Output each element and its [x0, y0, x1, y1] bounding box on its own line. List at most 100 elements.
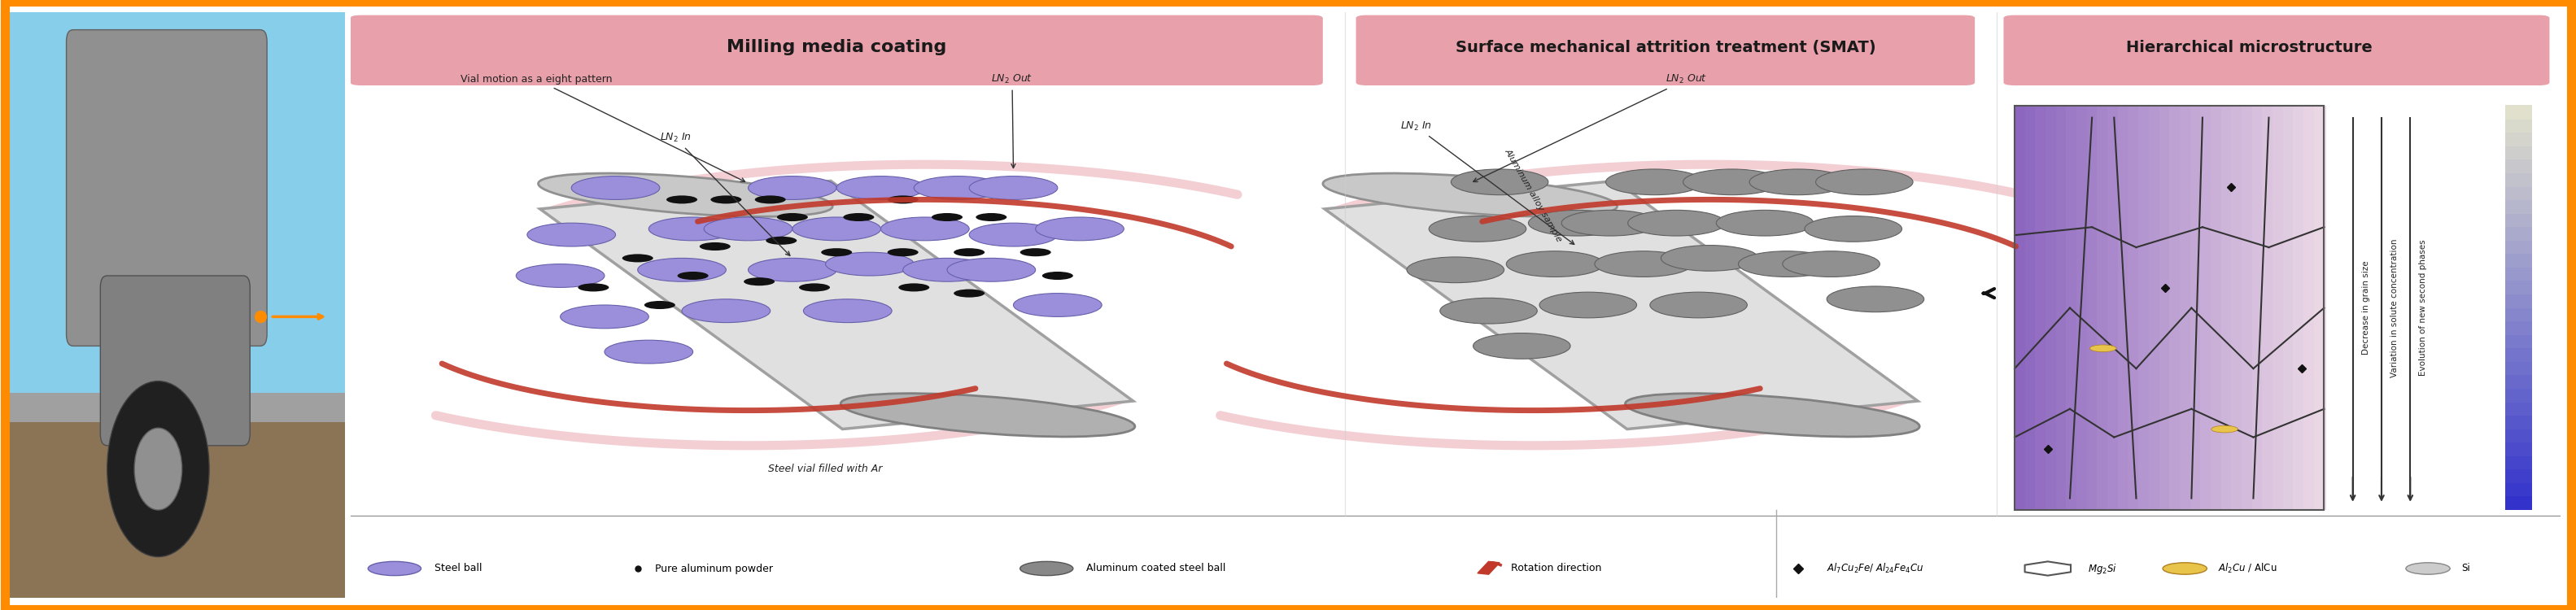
Bar: [2045, 106, 2058, 510]
Text: $Mg_2Si$: $Mg_2Si$: [2087, 562, 2117, 575]
Bar: [2506, 334, 2532, 348]
Bar: [2506, 132, 2532, 146]
Text: $LN_2$ Out: $LN_2$ Out: [1473, 74, 1708, 182]
Bar: [2128, 106, 2141, 510]
Text: Variation in solute concentration: Variation in solute concentration: [2391, 239, 2398, 377]
Text: Surface mechanical attrition treatment (SMAT): Surface mechanical attrition treatment (…: [1455, 40, 1875, 55]
Circle shape: [649, 217, 737, 240]
Bar: [2190, 106, 2202, 510]
Text: $Al_2Cu$ / AlCu: $Al_2Cu$ / AlCu: [2218, 562, 2277, 575]
Ellipse shape: [1324, 173, 1618, 217]
Circle shape: [1020, 561, 1074, 576]
Circle shape: [765, 237, 796, 245]
Bar: [2506, 213, 2532, 227]
Bar: [5, 393, 345, 598]
Circle shape: [2089, 345, 2117, 352]
Bar: [2506, 254, 2532, 268]
Text: $LN_2$ In: $LN_2$ In: [659, 132, 791, 256]
Circle shape: [755, 195, 786, 204]
Text: Vial motion as a eight pattern: Vial motion as a eight pattern: [461, 74, 744, 182]
Circle shape: [572, 176, 659, 199]
Bar: [2506, 456, 2532, 470]
Bar: [2506, 415, 2532, 429]
Circle shape: [799, 283, 829, 292]
Bar: [2506, 307, 2532, 321]
Circle shape: [1473, 333, 1571, 359]
Circle shape: [1628, 210, 1726, 236]
Circle shape: [134, 428, 183, 510]
Bar: [2169, 106, 2182, 510]
Bar: [2210, 106, 2223, 510]
Bar: [2506, 226, 2532, 240]
Circle shape: [1826, 286, 1924, 312]
FancyBboxPatch shape: [100, 276, 250, 445]
Bar: [2025, 106, 2038, 510]
Text: Pure aluminum powder: Pure aluminum powder: [654, 563, 773, 574]
Bar: [2272, 106, 2285, 510]
Bar: [2506, 146, 2532, 160]
Bar: [2506, 442, 2532, 456]
Text: Rotation direction: Rotation direction: [1510, 563, 1602, 574]
FancyBboxPatch shape: [1355, 15, 1976, 85]
Bar: [2221, 106, 2233, 510]
Bar: [2506, 375, 2532, 389]
Bar: [2506, 199, 2532, 214]
FancyBboxPatch shape: [67, 30, 268, 346]
Circle shape: [886, 248, 920, 256]
Text: Steel ball: Steel ball: [435, 563, 482, 574]
Circle shape: [744, 278, 775, 285]
Bar: [2097, 106, 2110, 510]
Circle shape: [515, 264, 605, 287]
Circle shape: [1450, 169, 1548, 195]
Circle shape: [1020, 248, 1051, 256]
Circle shape: [1816, 169, 1914, 195]
Bar: [2107, 106, 2120, 510]
Text: Evolution of new second phases: Evolution of new second phases: [2419, 240, 2427, 376]
Bar: [2506, 401, 2532, 415]
Bar: [2200, 106, 2213, 510]
FancyBboxPatch shape: [350, 15, 1324, 85]
Bar: [2506, 294, 2532, 308]
Bar: [2506, 186, 2532, 200]
Circle shape: [701, 242, 732, 251]
Bar: [2117, 106, 2130, 510]
Bar: [2313, 106, 2326, 510]
Circle shape: [881, 217, 969, 240]
Text: Si: Si: [2460, 563, 2470, 574]
Circle shape: [639, 258, 726, 282]
Circle shape: [1651, 292, 1747, 318]
Bar: [2148, 106, 2161, 510]
Bar: [2251, 106, 2264, 510]
Circle shape: [969, 176, 1059, 199]
Circle shape: [1783, 251, 1880, 277]
Bar: [2506, 388, 2532, 402]
Text: Aluminum coated steel ball: Aluminum coated steel ball: [1087, 563, 1226, 574]
Circle shape: [902, 258, 992, 282]
Circle shape: [822, 248, 853, 256]
Polygon shape: [1479, 561, 1499, 575]
Circle shape: [108, 381, 209, 557]
Bar: [2241, 106, 2254, 510]
Circle shape: [623, 254, 654, 262]
Circle shape: [747, 258, 837, 282]
FancyBboxPatch shape: [2004, 15, 2550, 85]
Text: Milling media coating: Milling media coating: [726, 39, 945, 56]
Bar: [5, 393, 345, 422]
Bar: [2506, 361, 2532, 375]
Circle shape: [804, 299, 891, 323]
Circle shape: [1440, 298, 1538, 324]
Circle shape: [1430, 216, 1525, 242]
Bar: [2159, 106, 2172, 510]
Ellipse shape: [538, 173, 832, 217]
Circle shape: [824, 253, 914, 276]
Bar: [2506, 240, 2532, 254]
Polygon shape: [1324, 181, 1917, 429]
Bar: [2506, 267, 2532, 281]
Circle shape: [1036, 217, 1123, 240]
Circle shape: [667, 195, 698, 204]
Text: $LN_2$ In: $LN_2$ In: [1401, 120, 1574, 245]
Circle shape: [948, 258, 1036, 282]
Circle shape: [644, 301, 675, 309]
Bar: [2014, 106, 2324, 510]
Bar: [2506, 469, 2532, 483]
